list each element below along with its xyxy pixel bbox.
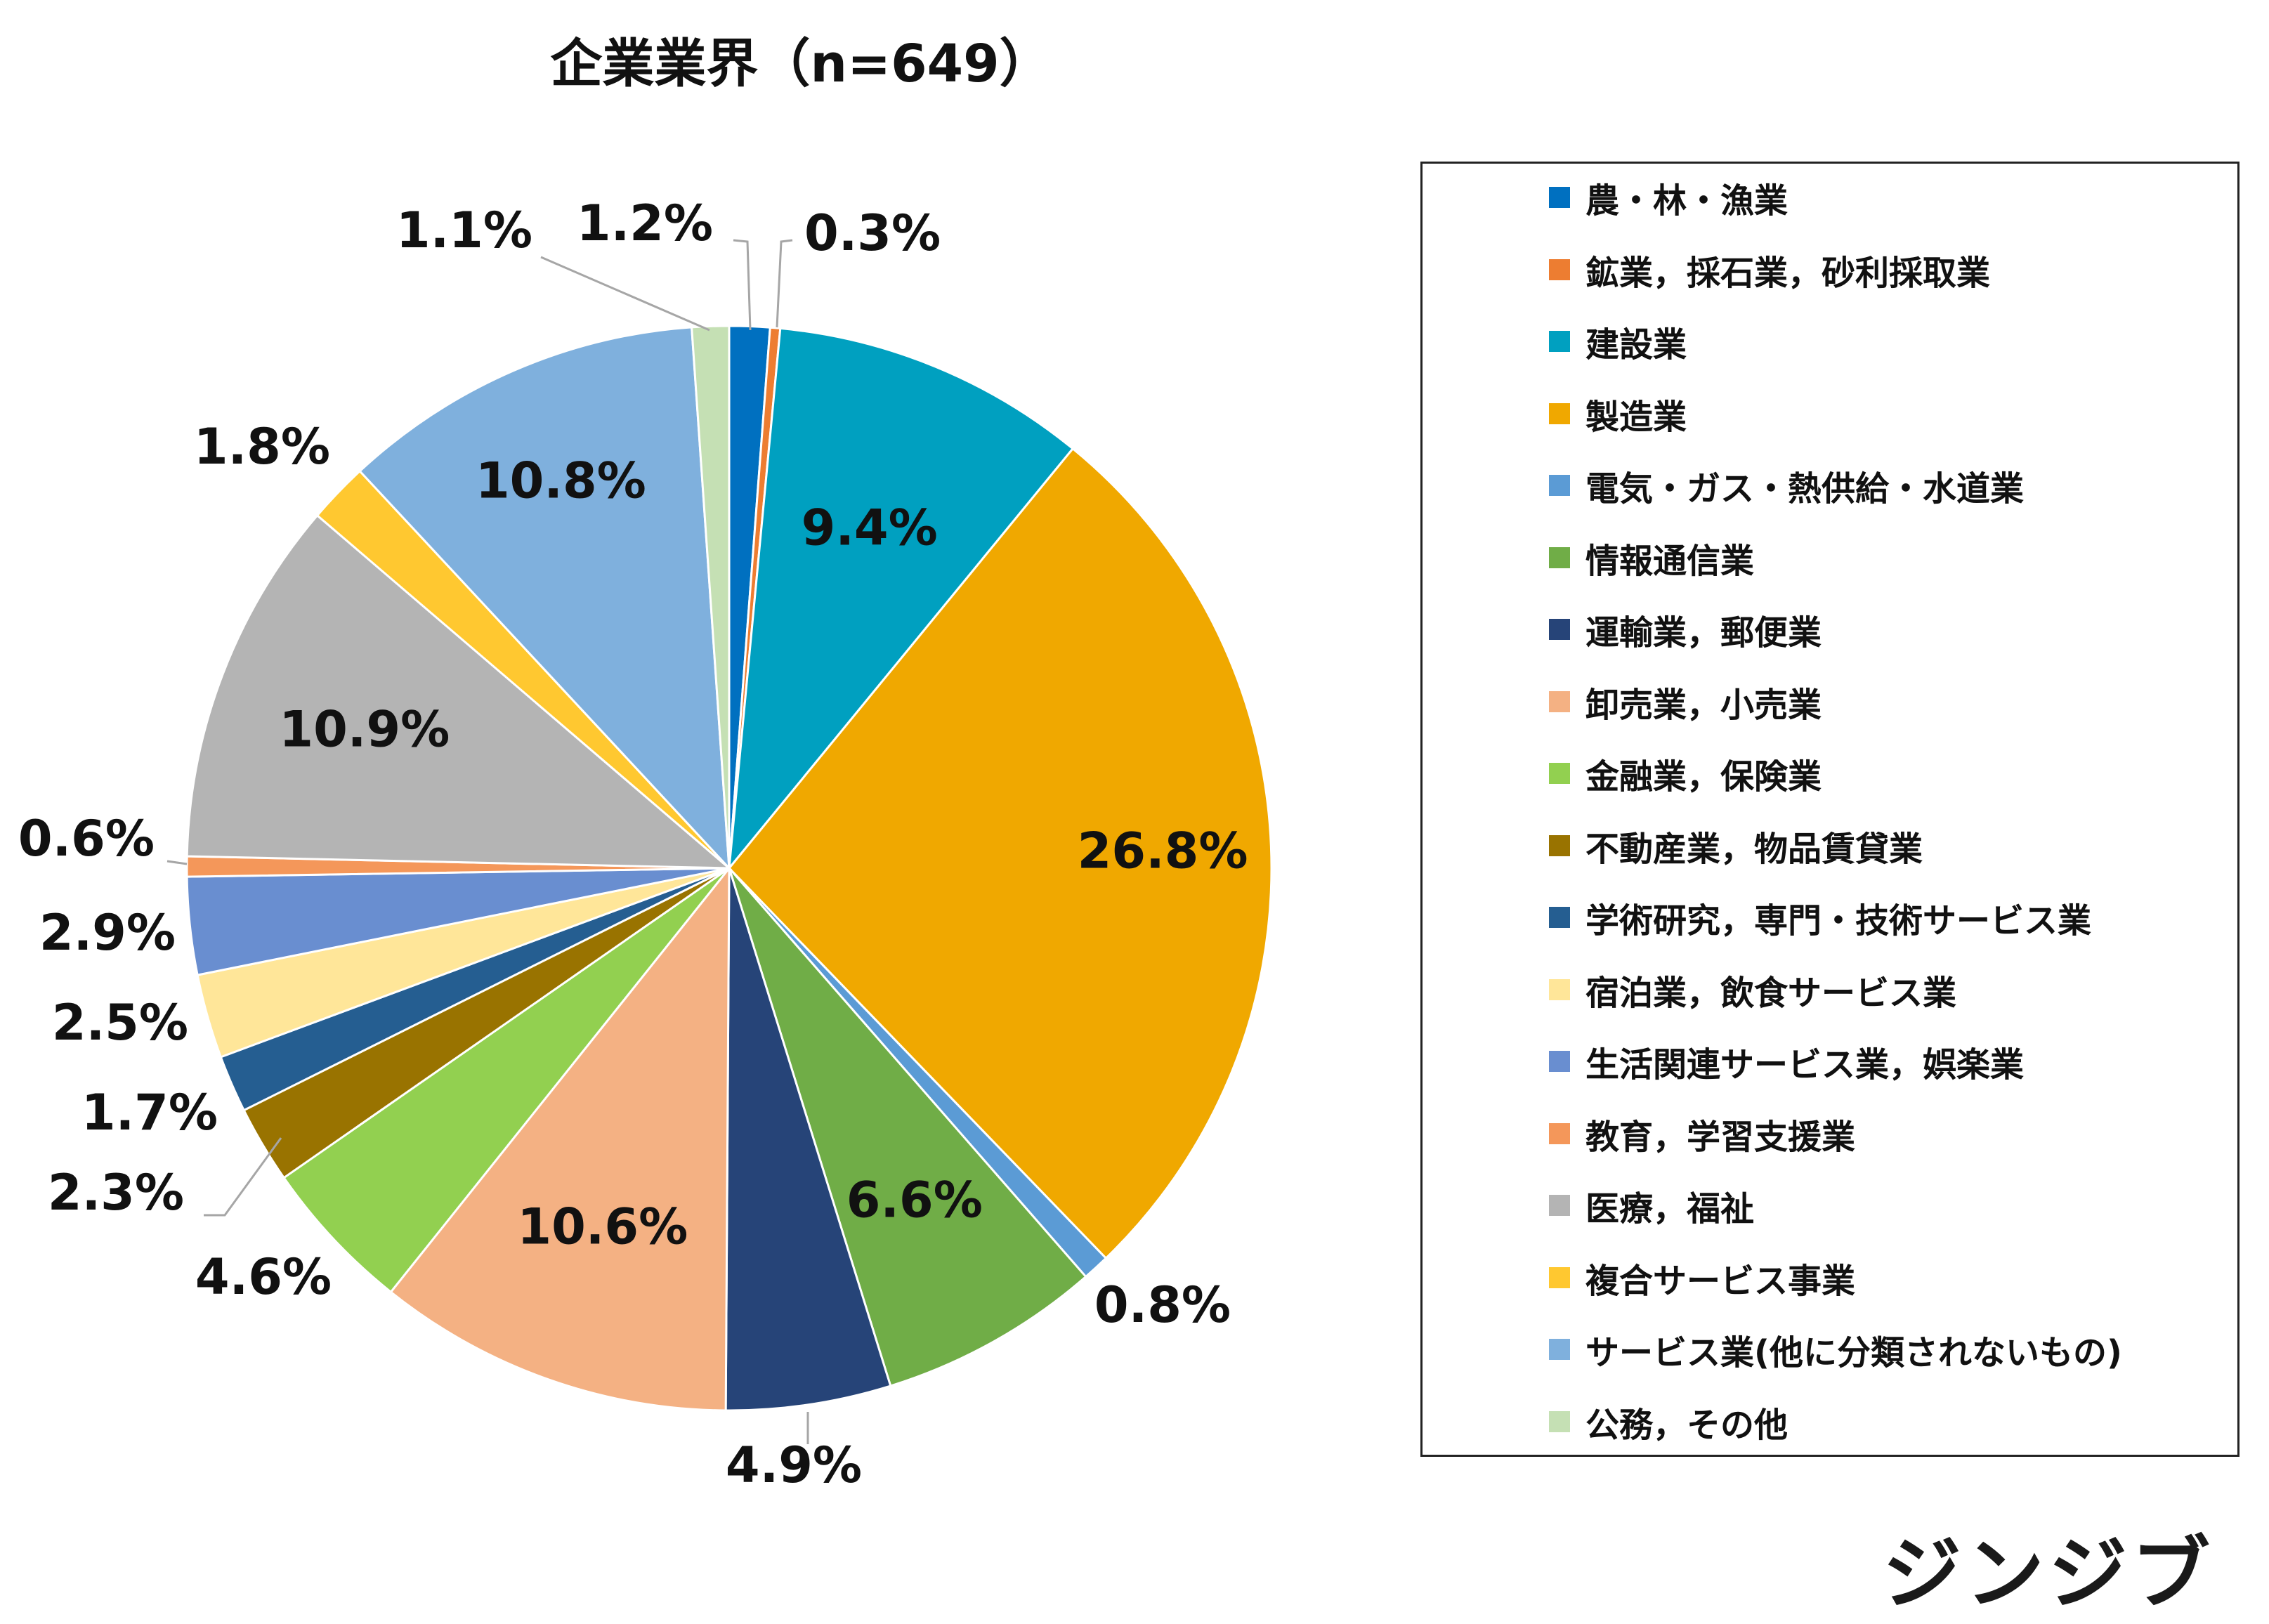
data-label: 1.7% [81,1084,218,1141]
data-label: 2.3% [48,1164,184,1222]
legend-item: 情報通信業 [1549,537,1754,581]
leader-line [776,239,793,328]
legend-swatch [1549,1410,1570,1432]
legend-swatch [1549,619,1570,640]
data-label: 10.8% [476,452,646,510]
legend-label: 宿泊業，飲食サービス業 [1585,973,1957,1013]
legend-item: サービス業(他に分類されないもの) [1549,1328,2122,1373]
legend-item: 不動産業，物品賃貸業 [1549,825,1923,869]
legend-label: 電気・ガス・熱供給・水道業 [1585,469,2025,509]
legend-item: 運輸業，郵便業 [1549,608,1822,653]
legend-swatch [1549,258,1570,280]
pie-slice [358,326,731,872]
legend-label: 医療，福祉 [1585,1189,1755,1229]
legend-item: 医療，福祉 [1549,1184,1754,1229]
leader-line [540,256,710,332]
legend-item: 建設業 [1549,320,1687,365]
legend-label: 情報通信業 [1585,541,1755,581]
pie-slice [690,325,731,869]
pie-slice [728,867,1087,1387]
pie-slice [282,867,731,1294]
legend-swatch [1549,1051,1570,1072]
legend-swatch [1549,402,1570,424]
data-label: 1.8% [194,418,330,476]
legend-item: 複合サービス事業 [1549,1257,1855,1301]
leader-lines [166,239,809,1444]
data-label: 4.9% [726,1436,862,1494]
data-label: 4.6% [195,1248,332,1306]
legend-item: 金融業，保険業 [1549,752,1822,797]
data-label: 26.8% [1078,823,1248,880]
legend-item: 製造業 [1549,393,1687,437]
data-label: 9.4% [802,499,938,557]
legend-label: 不動産業，物品賃貸業 [1585,829,1923,869]
legend-label: 農・林・漁業 [1585,181,1789,221]
pie-slice [724,867,892,1412]
data-label: 0.8% [1094,1276,1231,1334]
legend-swatch [1549,690,1570,712]
legend: 農・林・漁業鉱業，採石業，砂利採取業 建設業製造業電気・ガス・熱供給・水道業 情報通… [1420,162,2239,1457]
leader-line [204,1137,282,1217]
legend-label: 運輸業，郵便業 [1585,613,1822,653]
legend-label: サービス業(他に分類されないもの) [1585,1333,2122,1373]
legend-swatch [1549,1195,1570,1216]
legend-swatch [1549,475,1570,496]
legend-item: 農・林・漁業 [1549,176,1788,221]
legend-label: 鉱業，採石業，砂利採取業 [1585,253,1991,293]
legend-label: 教育，学習支援業 [1585,1117,1856,1157]
legend-swatch [1549,907,1570,928]
data-label: 0.6% [18,810,155,867]
data-label: 2.5% [52,994,188,1052]
legend-swatch [1549,978,1570,1000]
legend-label: 公務，その他 [1585,1405,1789,1445]
legend-label: 金融業，保険業 [1585,757,1822,797]
legend-label: 複合サービス事業 [1585,1261,1856,1301]
legend-label: 生活関連サービス業，娯楽業 [1585,1045,2025,1085]
legend-item: 宿泊業，飲食サービス業 [1549,969,1956,1013]
pie-slice [728,327,1075,872]
legend-swatch [1549,834,1570,856]
legend-swatch [1549,763,1570,784]
legend-item: 電気・ガス・熱供給・水道業 [1549,464,2024,509]
leader-line [166,860,188,865]
data-labels: 1.2% 0.3%9.4%26.8%0.8%6.6%4.9%10.6%4.6%2.… [18,195,1248,1494]
legend-item: 鉱業，採石業，砂利採取業 [1549,249,1990,293]
data-label: 6.6% [846,1172,983,1229]
legend-item: 生活関連サービス業，娯楽業 [1549,1040,2024,1085]
data-label: 0.3% [804,204,941,262]
legend-item: 公務，その他 [1549,1401,1788,1445]
legend-item: 教育，学習支援業 [1549,1113,1855,1157]
data-label: 1.1% [396,202,532,259]
legend-item: 卸売業，小売業 [1549,681,1822,725]
legend-swatch [1549,1266,1570,1288]
legend-swatch [1549,546,1570,568]
legend-swatch [1549,331,1570,352]
pie-slice [727,447,1273,1260]
data-label: 1.2% [577,195,713,252]
chart-title: 企業業界（n=649） [550,34,1051,94]
data-label: 2.9% [39,904,176,962]
legend-swatch [1549,1122,1570,1144]
legend-swatch [1549,187,1570,208]
pie-slice [185,513,733,870]
leader-line [733,239,752,331]
pie-slices [185,325,1273,1412]
legend-swatch [1549,1339,1570,1360]
legend-label: 建設業 [1585,325,1687,365]
legend-item: 学術研究，専門・技術サービス業 [1549,896,2091,941]
brand-logo: ジンジブ [1883,1528,2214,1620]
legend-label: 学術研究，専門・技術サービス業 [1585,901,2092,941]
legend-label: 製造業 [1585,397,1687,437]
pie-slice [389,865,731,1412]
legend-label: 卸売業，小売業 [1585,685,1822,725]
data-label: 10.9% [279,701,450,759]
data-label: 10.6% [517,1198,688,1256]
